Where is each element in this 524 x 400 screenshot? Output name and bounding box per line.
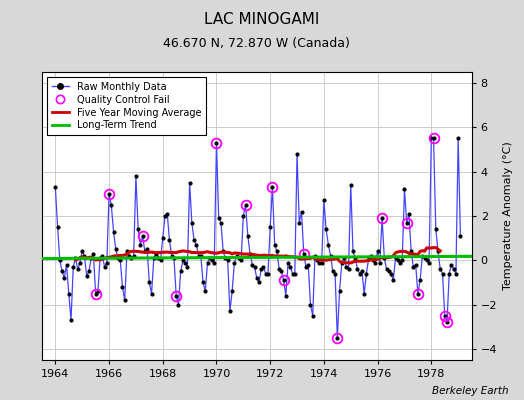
Text: LAC MINOGAMI: LAC MINOGAMI: [204, 12, 320, 27]
Y-axis label: Temperature Anomaly (°C): Temperature Anomaly (°C): [503, 142, 512, 290]
Legend: Raw Monthly Data, Quality Control Fail, Five Year Moving Average, Long-Term Tren: Raw Monthly Data, Quality Control Fail, …: [47, 77, 206, 135]
Text: Berkeley Earth: Berkeley Earth: [432, 386, 508, 396]
Title: 46.670 N, 72.870 W (Canada): 46.670 N, 72.870 W (Canada): [163, 37, 350, 50]
